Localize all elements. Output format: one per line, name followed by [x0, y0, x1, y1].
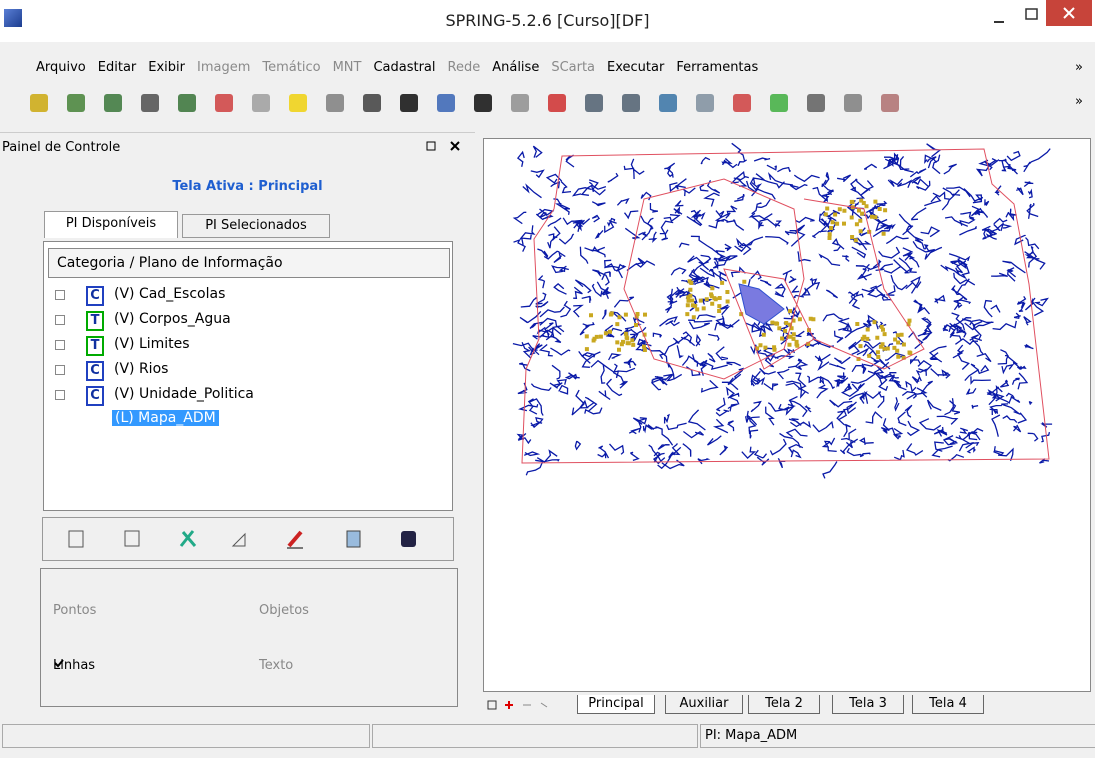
- tool-button[interactable]: [659, 94, 677, 112]
- tree-label[interactable]: (V) Corpos_Agua: [114, 311, 231, 327]
- checkbox[interactable]: Linhas: [53, 658, 95, 673]
- tool-button[interactable]: [215, 94, 233, 112]
- tool-button[interactable]: [844, 94, 862, 112]
- tool-button[interactable]: [770, 94, 788, 112]
- menu-overflow[interactable]: »: [1075, 60, 1083, 75]
- tree-child-label[interactable]: (L) Mapa_ADM: [112, 410, 219, 426]
- tool-button[interactable]: [67, 94, 85, 112]
- map-view: [483, 138, 1091, 692]
- panel-tool-icons[interactable]: [43, 518, 453, 560]
- checkbox-label: Texto: [259, 658, 293, 673]
- menu-bar: » Arquivo Editar Exibir Imagem Temático MNT Ca…: [0, 60, 1095, 82]
- view-tab-controls[interactable]: [487, 699, 567, 713]
- control-panel: Painel de Controle Tela Ativa : Principa…: [0, 132, 475, 723]
- tree-expander[interactable]: [55, 390, 65, 400]
- tool-button[interactable]: [733, 94, 751, 112]
- map-canvas: [484, 139, 1090, 691]
- panel-tab[interactable]: PI Disponíveis: [44, 211, 178, 238]
- river-lines: [513, 143, 1052, 478]
- tool-button[interactable]: [585, 94, 603, 112]
- tree-expander[interactable]: [55, 365, 65, 375]
- tool-button[interactable]: [141, 94, 159, 112]
- tool-button[interactable]: [807, 94, 825, 112]
- toolbar: »: [0, 86, 1095, 120]
- tree-label[interactable]: (V) Rios: [114, 361, 168, 377]
- tool-button[interactable]: [622, 94, 640, 112]
- view-tab-bar: Principal Auxiliar Tela 2 Tela 3 Tela 4: [483, 693, 1089, 719]
- tool-button[interactable]: [548, 94, 566, 112]
- menu-item[interactable]: Arquivo: [36, 60, 86, 75]
- status-field: [2, 724, 370, 748]
- checkbox[interactable]: Pontos: [53, 603, 96, 618]
- checkbox-label: Objetos: [259, 603, 309, 618]
- tree-label[interactable]: (V) Unidade_Politica: [114, 386, 254, 402]
- menu-item[interactable]: Imagem: [197, 60, 250, 75]
- title-bar: SPRING-5.2.6 [Curso][DF]: [0, 0, 1095, 42]
- status-pi: PI: Mapa_ADM: [700, 724, 1095, 748]
- panel-title: Painel de Controle: [2, 140, 120, 155]
- tool-button[interactable]: [881, 94, 899, 112]
- menu-item[interactable]: Temático: [262, 60, 320, 75]
- tree-label[interactable]: (V) Cad_Escolas: [114, 286, 225, 302]
- menu-item[interactable]: Editar: [98, 60, 137, 75]
- menu-item[interactable]: MNT: [333, 60, 362, 75]
- checkbox[interactable]: Texto: [259, 658, 293, 673]
- window-buttons[interactable]: [980, 0, 1095, 38]
- lake: [739, 284, 784, 324]
- view-tab[interactable]: Principal: [577, 695, 655, 714]
- menu-item[interactable]: Exibir: [148, 60, 185, 75]
- window-title: SPRING-5.2.6 [Curso][DF]: [0, 11, 1095, 30]
- tool-button[interactable]: [511, 94, 529, 112]
- tree-icon: T: [86, 336, 104, 356]
- tool-button[interactable]: [474, 94, 492, 112]
- toolbar-icons: [0, 86, 1060, 120]
- status-field: [372, 724, 698, 748]
- tool-button[interactable]: [289, 94, 307, 112]
- status-bar: PI: Mapa_ADM: [0, 724, 1095, 750]
- tree-icon: C: [86, 386, 104, 406]
- tree-header: Categoria / Plano de Informação: [48, 248, 450, 278]
- tool-button[interactable]: [437, 94, 455, 112]
- checkbox-label: Pontos: [53, 603, 96, 618]
- menu-item[interactable]: Ferramentas: [676, 60, 758, 75]
- tree-icon: T: [86, 311, 104, 331]
- tool-button[interactable]: [30, 94, 48, 112]
- tool-button[interactable]: [252, 94, 270, 112]
- menu-item[interactable]: Cadastral: [373, 60, 435, 75]
- tool-button[interactable]: [326, 94, 344, 112]
- view-tab[interactable]: Tela 4: [912, 695, 984, 714]
- panel-controls[interactable]: [425, 139, 470, 155]
- menu-item[interactable]: Análise: [492, 60, 539, 75]
- checkbox[interactable]: Objetos: [259, 603, 309, 618]
- tree-label[interactable]: (V) Limites: [114, 336, 190, 352]
- app-window: SPRING-5.2.6 [Curso][DF] » Arquivo Editar…: [0, 0, 1095, 758]
- active-screen: Tela Ativa : Principal: [0, 179, 495, 194]
- panel-tab[interactable]: PI Selecionados: [182, 214, 330, 238]
- tool-button[interactable]: [363, 94, 381, 112]
- panel-toolbar: [42, 517, 454, 561]
- tool-button[interactable]: [178, 94, 196, 112]
- tool-button[interactable]: [104, 94, 122, 112]
- menu-item[interactable]: Executar: [607, 60, 664, 75]
- tree-expander[interactable]: [55, 290, 65, 300]
- tree-icon: C: [86, 286, 104, 306]
- tree-icon: C: [86, 361, 104, 381]
- tree-expander[interactable]: [55, 340, 65, 350]
- toolbar-overflow[interactable]: »: [1075, 94, 1083, 109]
- display-options: Pontos Objetos Linhas Texto: [40, 568, 458, 707]
- tree-expander[interactable]: [55, 315, 65, 325]
- view-tab[interactable]: Tela 3: [832, 695, 904, 714]
- menu-item[interactable]: SCarta: [551, 60, 595, 75]
- view-tab[interactable]: Auxiliar: [665, 695, 743, 714]
- tool-button[interactable]: [696, 94, 714, 112]
- tree-box: Categoria / Plano de Informação C (V) Cad…: [43, 241, 453, 511]
- menu-item[interactable]: Rede: [448, 60, 481, 75]
- view-tab[interactable]: Tela 2: [748, 695, 820, 714]
- tool-button[interactable]: [400, 94, 418, 112]
